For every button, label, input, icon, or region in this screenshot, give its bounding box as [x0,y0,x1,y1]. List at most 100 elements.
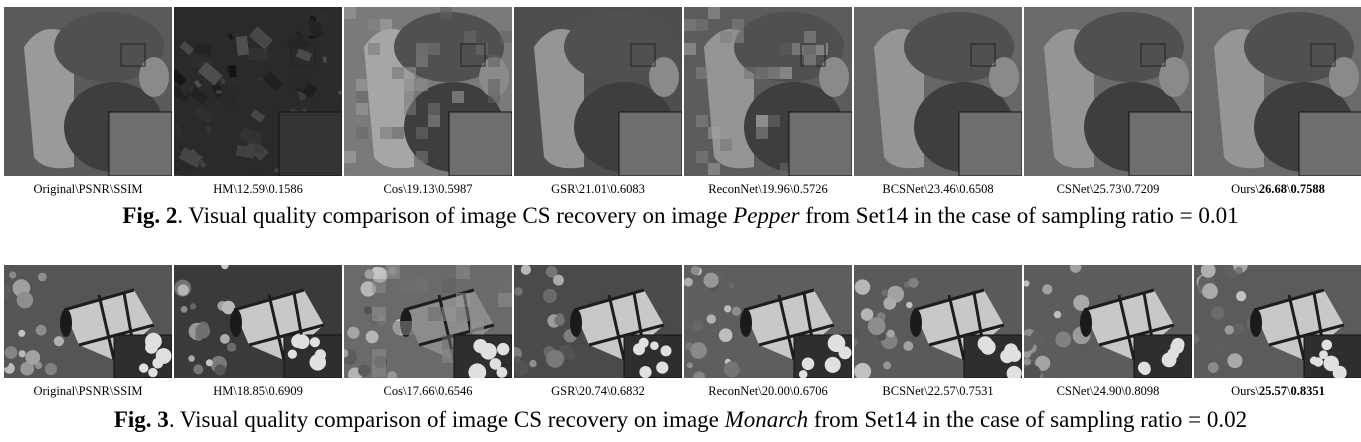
psnr-value: 22.57 [927,384,956,398]
figure-3-caption-text-after: from Set14 in the case of sampling ratio… [808,407,1248,432]
ssim-value: 0.6083 [610,182,645,196]
pepper-cos-image [344,7,512,176]
ssim-value: 0.8351 [1290,384,1325,398]
method-name: HM [213,384,234,398]
panel-caption: Original\PSNR\SSIM [4,181,172,197]
figure-2-image-row: Original\PSNR\SSIM HM\12.59\0.1586 Cos\19.… [4,7,1361,197]
panel-ours: Ours\26.68\0.7588 [1194,7,1361,197]
panel-caption: ReconNet\19.96\0.5726 [684,181,852,197]
separator: \ [264,384,269,398]
method-name: Cos [383,182,403,196]
figure-2-caption: Fig. 2. Visual quality comparison of ima… [0,203,1361,229]
separator: \ [1121,182,1126,196]
psnr-value: 25.57 [1258,384,1288,398]
psnr-value: 17.66 [406,384,435,398]
separator: \ [607,182,611,196]
ssim-value: 0.6546 [438,384,473,398]
panel-bcsnet: BCSNet\23.46\0.6508 [854,7,1022,197]
method-name: CSNet [1056,182,1090,196]
ssim-value: 0.6909 [268,384,303,398]
ssim-value: 0.6832 [610,384,645,398]
panel-caption: GSR\20.74\0.6832 [514,383,682,399]
panel-caption: GSR\21.01\0.6083 [514,181,682,197]
method-name: Cos [383,384,403,398]
method-name: GSR [551,384,576,398]
psnr-value: 23.46 [927,182,956,196]
separator: \ [402,182,407,196]
psnr-value: 20.74 [578,384,608,398]
separator: \ [109,384,114,398]
figure-3-caption-text-before: . Visual quality comparison of image CS … [168,407,725,432]
separator: \ [955,384,960,398]
panel-csnet: CSNet\25.73\0.7209 [1024,7,1192,197]
figure-2-image-name: Pepper [733,203,800,228]
method-name: GSR [551,182,576,196]
method-name: Ours [1231,384,1256,398]
ssim-value: 0.7588 [1290,182,1325,196]
separator: \ [402,384,407,398]
panel-caption: HM\12.59\0.1586 [174,181,342,197]
method-name: HM [213,182,234,196]
panel-hm: HM\12.59\0.1586 [174,7,342,197]
panel-caption: Cos\19.13\0.5987 [344,181,512,197]
figure-2-caption-text-before: . Visual quality comparison of image CS … [177,203,734,228]
figure-3-caption: Fig. 3. Visual quality comparison of ima… [0,407,1361,433]
separator: \ [1121,384,1126,398]
psnr-value: 18.85 [236,384,265,398]
figure-3-image-row: Original\PSNR\SSIM HM\18.85\0.6909 Cos\17.… [4,265,1361,399]
separator: \ [1255,384,1259,398]
psnr-value: PSNR [78,384,110,398]
method-name: Original [33,182,76,196]
pepper-original-image [4,7,172,176]
ssim-value: 0.6706 [793,384,828,398]
separator: \ [607,384,611,398]
separator: \ [109,182,114,196]
separator: \ [758,182,762,196]
panel-caption: BCSNet\23.46\0.6508 [854,181,1022,197]
panel-caption: CSNet\25.73\0.7209 [1024,181,1192,197]
separator: \ [789,182,794,196]
monarch-csnet-image [1024,265,1192,378]
method-name: BCSNet [882,384,925,398]
monarch-hm-image [174,265,342,378]
method-name: ReconNet [708,182,759,196]
psnr-value: PSNR [78,182,110,196]
ssim-value: 0.8098 [1125,384,1160,398]
panel-original: Original\PSNR\SSIM [4,265,172,399]
psnr-value: 12.59 [236,182,265,196]
figure-2-label: Fig. 2 [122,203,178,228]
pepper-ours-image [1194,7,1361,176]
pepper-gsr-image [514,7,682,176]
ssim-value: 0.5726 [793,182,828,196]
method-name: BCSNet [882,182,925,196]
method-name: Ours [1231,182,1256,196]
separator: \ [434,384,439,398]
separator: \ [75,384,79,398]
panel-caption: Original\PSNR\SSIM [4,383,172,399]
panel-hm: HM\18.85\0.6909 [174,265,342,399]
panel-caption: Cos\17.66\0.6546 [344,383,512,399]
separator: \ [434,182,439,196]
separator: \ [575,182,579,196]
panel-caption: CSNet\24.90\0.8098 [1024,383,1192,399]
panel-reconnet: ReconNet\20.00\0.6706 [684,265,852,399]
ssim-value: 0.7531 [959,384,994,398]
panel-gsr: GSR\20.74\0.6832 [514,265,682,399]
monarch-bcsnet-image [854,265,1022,378]
panel-caption: BCSNet\22.57\0.7531 [854,383,1022,399]
separator: \ [1287,384,1291,398]
psnr-value: 20.00 [761,384,790,398]
psnr-value: 24.90 [1093,384,1122,398]
pepper-hm-image [174,7,342,176]
monarch-reconnet-image [684,265,852,378]
panel-cos: Cos\17.66\0.6546 [344,265,512,399]
panel-caption: Ours\26.68\0.7588 [1194,181,1361,197]
method-name: Original [33,384,76,398]
ssim-value: SSIM [113,182,143,196]
ssim-value: 0.1586 [268,182,303,196]
panel-caption: Ours\25.57\0.8351 [1194,383,1361,399]
ssim-value: 0.5987 [438,182,473,196]
separator: \ [758,384,762,398]
ssim-value: 0.6508 [959,182,994,196]
psnr-value: 19.96 [761,182,790,196]
